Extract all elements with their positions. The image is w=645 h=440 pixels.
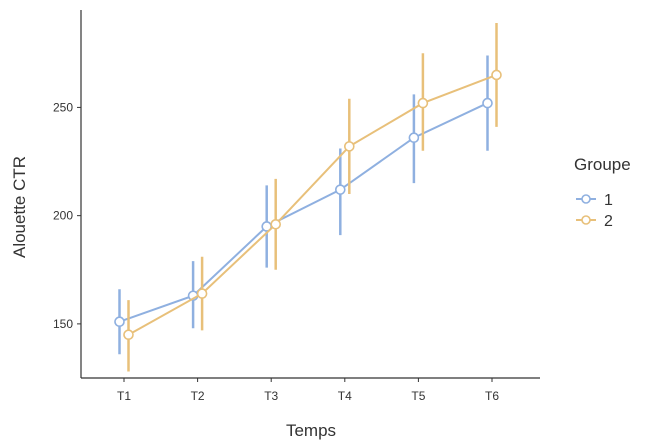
data-point xyxy=(482,97,493,109)
data-point xyxy=(334,184,346,195)
series-line xyxy=(128,74,497,336)
x-tick-label: T6 xyxy=(485,389,499,403)
data-point xyxy=(417,97,429,109)
x-axis-title: Temps xyxy=(286,421,336,440)
legend-key-point xyxy=(581,194,591,204)
data-point xyxy=(123,329,134,341)
data-point xyxy=(114,316,125,328)
legend-key-point xyxy=(581,215,591,225)
series-2 xyxy=(123,22,502,372)
data-point xyxy=(491,69,502,81)
series-layer xyxy=(114,22,502,372)
data-point xyxy=(196,288,208,299)
x-tick-label: T2 xyxy=(191,389,205,403)
legend-label: 1 xyxy=(604,192,613,209)
x-tick-label: T1 xyxy=(117,389,131,403)
x-tick-label: T5 xyxy=(411,389,425,403)
axes: 150 200 250 T1 T2 T3 T4 T5 T6 xyxy=(53,10,540,403)
y-axis-title: Alouette CTR xyxy=(10,156,29,258)
data-point xyxy=(343,141,355,152)
series-line xyxy=(119,102,488,323)
y-tick-label: 250 xyxy=(53,100,73,114)
y-tick-label: 200 xyxy=(53,209,73,223)
x-tick-label: T3 xyxy=(264,389,278,403)
legend-label: 2 xyxy=(604,213,613,230)
x-tick-label: T4 xyxy=(338,389,352,403)
y-tick-label: 150 xyxy=(53,317,73,331)
legend-title: Groupe xyxy=(574,155,631,174)
data-point xyxy=(270,219,282,230)
series-1 xyxy=(114,55,493,355)
legend: Groupe 1 2 xyxy=(574,155,631,230)
data-point xyxy=(408,132,420,144)
